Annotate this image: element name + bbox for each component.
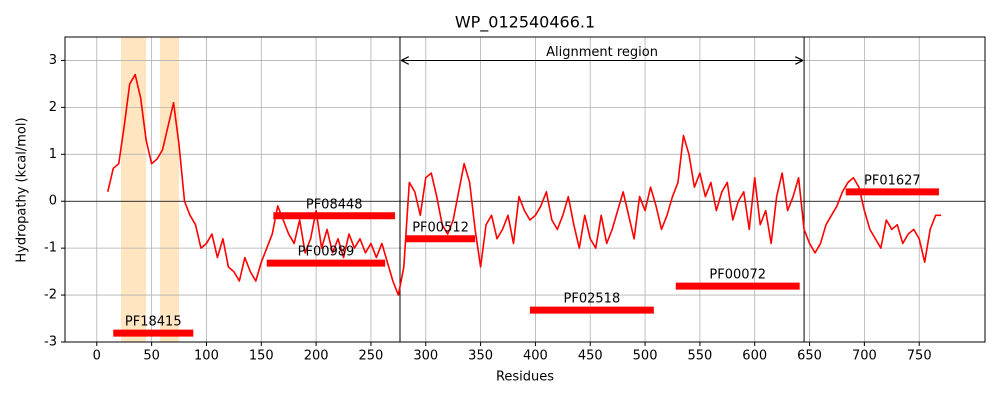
x-tick-label: 300 (413, 349, 438, 364)
x-axis-label: Residues (496, 370, 554, 385)
domain-label: PF00512 (412, 220, 469, 235)
y-tick-label: -2 (44, 288, 57, 303)
x-tick-label: 550 (687, 349, 712, 364)
x-tick-label: 350 (468, 349, 493, 364)
x-tick-label: 0 (93, 349, 101, 364)
y-tick-label: -1 (44, 241, 57, 256)
x-tick-label: 250 (359, 349, 384, 364)
y-tick-label: 1 (49, 147, 57, 162)
plot-frame (64, 36, 986, 343)
y-axis-label: Hydropathy (kcal/mol) (15, 117, 30, 262)
x-tick-label: 100 (194, 349, 219, 364)
x-tick-label: 400 (523, 349, 548, 364)
y-tick-label: -3 (44, 335, 57, 350)
domain-label: PF08448 (306, 197, 363, 212)
y-tick-label: 3 (49, 53, 57, 68)
y-tick-label: 0 (49, 194, 57, 209)
highlight-span (120, 37, 147, 342)
y-tick-label: 2 (49, 100, 57, 115)
x-tick-label: 50 (143, 349, 160, 364)
domain-label: PF18415 (125, 315, 182, 330)
chart-title: WP_012540466.1 (455, 13, 595, 33)
x-tick-label: 200 (304, 349, 329, 364)
x-tick-label: 500 (633, 349, 658, 364)
domain-label: PF00072 (709, 268, 766, 283)
hydropathy-line (106, 73, 942, 296)
highlight-span (159, 37, 180, 342)
x-tick-label: 700 (852, 349, 877, 364)
x-tick-label: 450 (578, 349, 603, 364)
domain-label: PF02518 (564, 292, 621, 307)
x-tick-label: 750 (907, 349, 932, 364)
x-tick-label: 150 (249, 349, 274, 364)
x-tick-label: 600 (742, 349, 767, 364)
annotation-text: Alignment region (546, 45, 658, 60)
domain-label: PF01627 (864, 173, 921, 188)
x-tick-label: 650 (797, 349, 822, 364)
domain-label: PF00989 (298, 245, 355, 260)
